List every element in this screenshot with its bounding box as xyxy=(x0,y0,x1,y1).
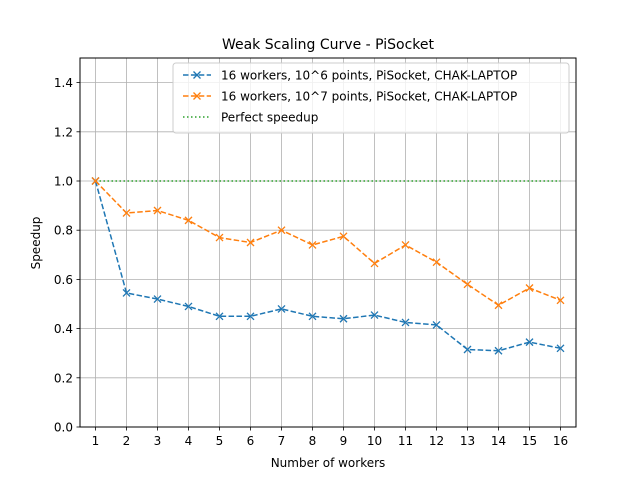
data-point xyxy=(370,311,379,320)
y-tick-label: 0.0 xyxy=(54,421,73,435)
y-tick-label: 0.2 xyxy=(54,371,73,385)
legend-marker xyxy=(193,92,201,100)
x-tick-label: 12 xyxy=(429,434,444,448)
y-tick-label: 0.8 xyxy=(54,224,73,238)
legend-label: 16 workers, 10^6 points, PiSocket, CHAK-… xyxy=(221,69,517,83)
data-point xyxy=(184,216,193,225)
data-point xyxy=(184,302,193,311)
ticks: 1 2 3 4 5 6 7 8 9 10 11 12 13 14 15 160.00.20.40.60.81.… xyxy=(54,76,568,448)
y-axis-label: Speedup xyxy=(29,217,43,270)
legend-marker xyxy=(193,71,201,79)
data-point xyxy=(525,338,534,347)
data-point xyxy=(153,206,162,215)
legend-label: Perfect speedup xyxy=(221,111,318,125)
data-point xyxy=(277,226,286,235)
data-point xyxy=(246,312,255,321)
legend: 16 workers, 10^6 points, PiSocket, CHAK-… xyxy=(172,62,570,134)
data-point xyxy=(122,288,131,297)
x-axis-label: Number of workers xyxy=(271,456,386,470)
data-point xyxy=(308,241,317,249)
data-point xyxy=(339,232,348,241)
x-tick-label: 15 xyxy=(522,434,537,448)
x-tick-label: 3 xyxy=(154,434,162,448)
data-point xyxy=(246,238,255,247)
data-point xyxy=(370,259,379,268)
data-point xyxy=(432,258,441,267)
chart-title: Weak Scaling Curve - PiSocket xyxy=(222,37,435,53)
data-point xyxy=(308,312,317,321)
data-point xyxy=(91,177,100,185)
x-tick-label: 13 xyxy=(460,434,475,448)
data-point xyxy=(525,284,534,292)
series-1 xyxy=(91,177,565,310)
y-tick-label: 0.4 xyxy=(54,322,73,336)
legend-entry: 16 workers, 10^6 points, PiSocket, CHAK-… xyxy=(183,69,517,83)
legend-label: 16 workers, 10^7 points, PiSocket, CHAK-… xyxy=(221,90,517,104)
x-tick-label: 8 xyxy=(309,434,317,448)
data-point xyxy=(215,312,224,321)
data-point xyxy=(463,345,472,354)
data-point xyxy=(401,241,410,249)
x-tick-label: 7 xyxy=(278,434,286,448)
legend-box xyxy=(172,62,570,134)
x-tick-label: 2 xyxy=(123,434,131,448)
data-point xyxy=(494,346,503,355)
x-tick-label: 5 xyxy=(216,434,224,448)
series-line xyxy=(94,180,561,307)
x-tick-label: 10 xyxy=(367,434,382,448)
x-tick-label: 9 xyxy=(340,434,348,448)
y-tick-label: 1.0 xyxy=(54,175,73,189)
y-tick-label: 0.6 xyxy=(54,273,73,287)
x-tick-label: 1 xyxy=(92,434,100,448)
x-tick-label: 4 xyxy=(185,434,193,448)
data-point xyxy=(401,318,410,327)
data-point xyxy=(339,314,348,323)
axes-frame xyxy=(79,57,577,428)
x-tick-label: 11 xyxy=(398,434,413,448)
plot-series xyxy=(91,177,565,355)
x-tick-label: 16 xyxy=(553,434,568,448)
data-point xyxy=(153,295,162,304)
data-point xyxy=(463,280,472,289)
data-point xyxy=(556,344,565,353)
data-point xyxy=(277,304,286,313)
data-point xyxy=(494,301,503,310)
x-tick-label: 14 xyxy=(491,434,506,448)
y-tick-label: 1.2 xyxy=(54,125,73,139)
y-tick-label: 1.4 xyxy=(54,76,73,90)
x-tick-label: 6 xyxy=(247,434,255,448)
data-point xyxy=(432,320,441,329)
data-point xyxy=(556,296,565,305)
data-point xyxy=(215,233,224,242)
legend-entry: Perfect speedup xyxy=(183,111,318,125)
legend-entry: 16 workers, 10^7 points, PiSocket, CHAK-… xyxy=(183,90,517,104)
series-line xyxy=(94,180,561,352)
data-point xyxy=(122,209,131,217)
